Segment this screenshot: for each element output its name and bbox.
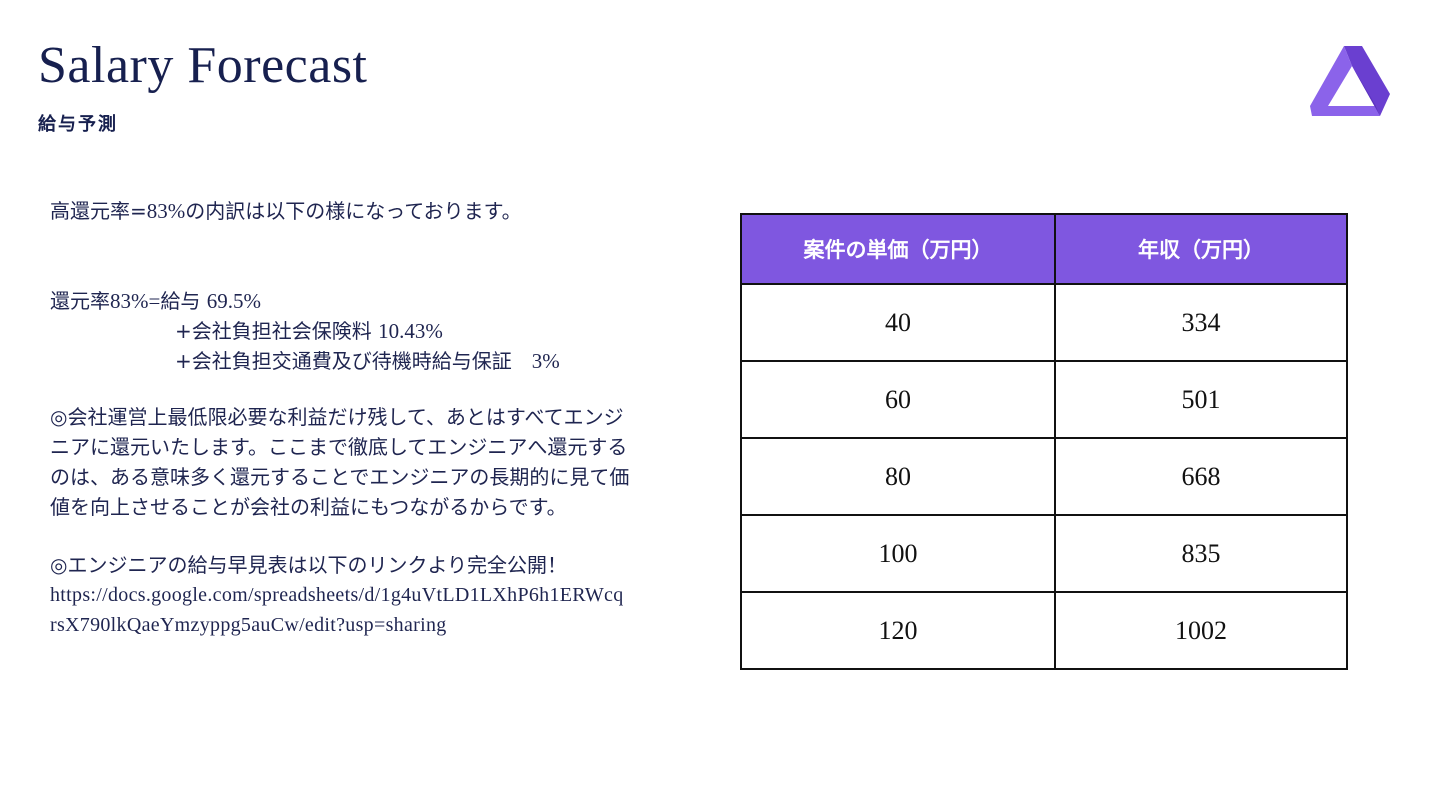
annual-income-cell: 501: [1054, 360, 1348, 439]
column-header-unit-price: 案件の単価（万円）: [740, 213, 1056, 285]
unit-price-cell: 60: [740, 360, 1056, 439]
table-row: 100 835: [740, 514, 1348, 593]
breakdown-line-3: +会社負担交通費及び待機時給与保証 3%: [175, 349, 560, 373]
description-section: 高還元率=83%の内訳は以下の様になっております。 還元率83%=給与 69.5…: [50, 196, 650, 640]
annual-income-cell: 668: [1054, 437, 1348, 516]
annual-income-cell: 835: [1054, 514, 1348, 593]
table-header-row: 案件の単価（万円） 年収（万円）: [740, 213, 1348, 285]
page-subtitle: 給与予測: [38, 114, 118, 135]
unit-price-cell: 80: [740, 437, 1056, 516]
breakdown-line-2: +会社負担社会保険料 10.43%: [175, 319, 443, 343]
salary-table: 案件の単価（万円） 年収（万円） 40 334 60 501 80 668 10…: [740, 213, 1348, 670]
table-row: 40 334: [740, 283, 1348, 362]
breakdown-line-1: 還元率83%=給与 69.5%: [50, 289, 261, 313]
brand-logo-icon: [1310, 46, 1390, 116]
unit-price-cell: 40: [740, 283, 1056, 362]
table-row: 80 668: [740, 437, 1348, 516]
annual-income-cell: 1002: [1054, 591, 1348, 670]
unit-price-cell: 120: [740, 591, 1056, 670]
table-row: 60 501: [740, 360, 1348, 439]
link-intro: ◎エンジニアの給与早見表は以下のリンクより完全公開！: [50, 553, 568, 577]
unit-price-cell: 100: [740, 514, 1056, 593]
column-header-annual-income: 年収（万円）: [1054, 213, 1348, 285]
page-title: Salary Forecast: [38, 37, 368, 94]
table-row: 120 1002: [740, 591, 1348, 670]
spreadsheet-link[interactable]: https://docs.google.com/spreadsheets/d/1…: [50, 584, 624, 636]
policy-paragraph: ◎会社運営上最低限必要な利益だけ残して、あとはすべてエンジニアに還元いたします。…: [50, 405, 630, 519]
intro-line: 高還元率=83%の内訳は以下の様になっております。: [50, 199, 522, 223]
annual-income-cell: 334: [1054, 283, 1348, 362]
breakdown-block: 還元率83%=給与 69.5% +会社負担社会保険料 10.43% +会社負担交…: [50, 286, 650, 376]
